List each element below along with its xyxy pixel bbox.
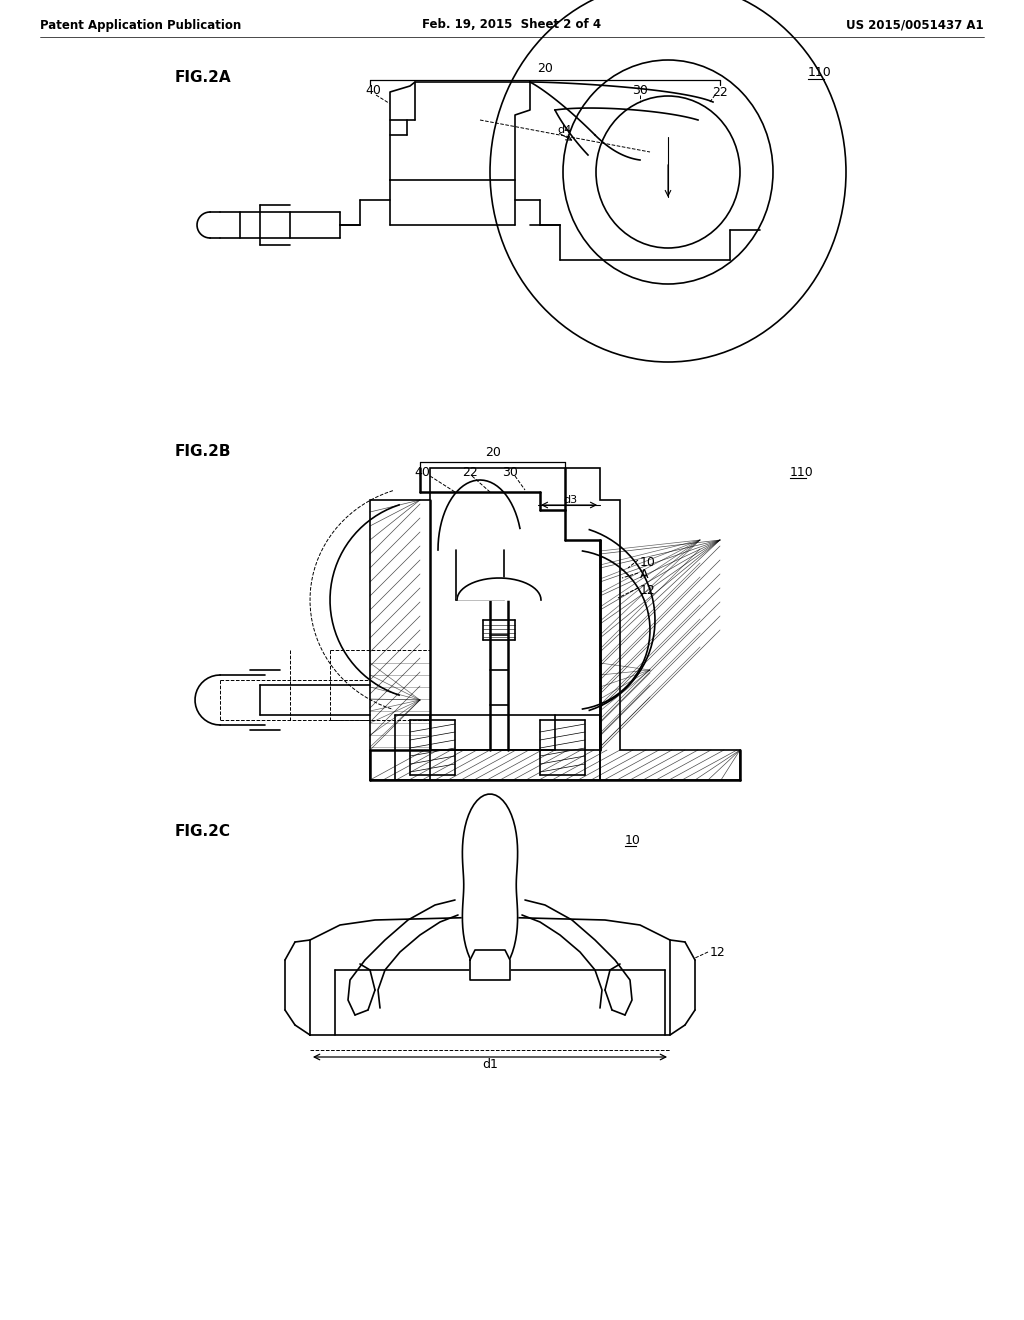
Text: FIG.2B: FIG.2B — [175, 445, 231, 459]
Text: 110: 110 — [808, 66, 831, 79]
Text: d4: d4 — [558, 125, 572, 135]
Text: 22: 22 — [462, 466, 478, 479]
Text: 10: 10 — [640, 556, 656, 569]
Text: 40: 40 — [366, 83, 381, 96]
Polygon shape — [470, 950, 510, 979]
Text: 30: 30 — [632, 83, 648, 96]
Polygon shape — [390, 82, 530, 180]
Polygon shape — [310, 917, 670, 1035]
Text: 12: 12 — [640, 583, 655, 597]
Text: US 2015/0051437 A1: US 2015/0051437 A1 — [847, 18, 984, 32]
Text: A: A — [640, 569, 648, 582]
Text: FIG.2A: FIG.2A — [175, 70, 231, 84]
Polygon shape — [370, 469, 740, 780]
Text: Patent Application Publication: Patent Application Publication — [40, 18, 242, 32]
Text: Feb. 19, 2015  Sheet 2 of 4: Feb. 19, 2015 Sheet 2 of 4 — [423, 18, 601, 32]
Text: 10: 10 — [625, 833, 641, 846]
Text: 22: 22 — [712, 86, 728, 99]
Text: 20: 20 — [485, 446, 501, 458]
Text: 40: 40 — [414, 466, 430, 479]
Text: 30: 30 — [502, 466, 518, 479]
Text: 110: 110 — [790, 466, 814, 479]
Polygon shape — [457, 578, 541, 601]
Text: 12: 12 — [710, 945, 726, 958]
Text: 20: 20 — [537, 62, 553, 75]
Text: d1: d1 — [482, 1057, 498, 1071]
Polygon shape — [463, 795, 517, 975]
Text: d3: d3 — [563, 495, 578, 506]
Text: FIG.2C: FIG.2C — [175, 825, 231, 840]
